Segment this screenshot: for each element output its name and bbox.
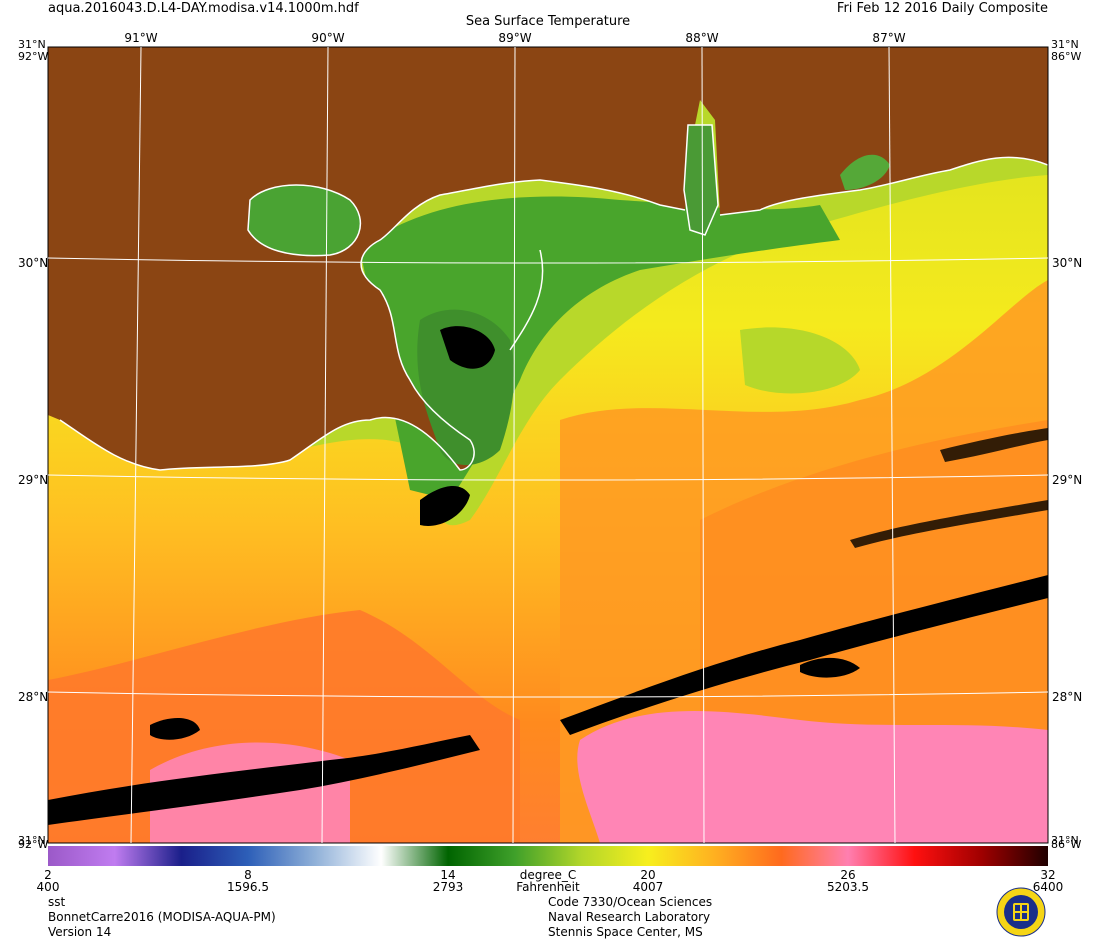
cloud-streak-east (850, 500, 1048, 548)
graticule (47, 46, 1049, 844)
temperature-colorbar (48, 846, 1048, 866)
parallel-29n (47, 474, 1049, 481)
lon-label-87w: 87°W (872, 31, 906, 45)
colorbar-unit-fahrenheit: Fahrenheit (516, 880, 580, 894)
mobile-bay (683, 124, 719, 236)
corner-bottom-left-lon: 92°W (18, 838, 49, 851)
navy-emblem-icon (996, 887, 1046, 937)
corner-top-right-lon: 86°W (1051, 50, 1082, 63)
colorbar-tick-c-2: 14 (440, 868, 456, 882)
org-location: Stennis Space Center, MS (548, 925, 703, 939)
meridian-91w (130, 46, 142, 844)
meridian-90w (321, 46, 329, 844)
colorbar-tick-f-1: 1596.5 (227, 880, 269, 894)
map-frame (47, 46, 1049, 844)
delta-cloud-tip (420, 485, 470, 526)
colorbar-tick-c-4: 26 (840, 868, 856, 882)
colorbar-tick-f-4: 5203.5 (827, 880, 869, 894)
lat-label-30n-left: 30°N (18, 256, 49, 270)
corner-bottom-right-lon: 86°W (1051, 838, 1082, 851)
lon-label-91w: 91°W (124, 31, 158, 45)
colorbar-tick-c-1: 8 (244, 868, 252, 882)
lat-label-30n-right: 30°N (1052, 256, 1083, 270)
lat-label-29n-right: 29°N (1052, 473, 1083, 487)
cloud-patch-south (800, 657, 860, 678)
cloud-patch-west (150, 718, 200, 740)
cool-eddy (740, 327, 860, 394)
lat-label-28n-left: 28°N (18, 690, 49, 704)
cloud-streak-northeast (940, 428, 1048, 462)
lon-label-89w: 89°W (498, 31, 532, 45)
cloud-band-southwest (48, 735, 480, 825)
org-name: Naval Research Laboratory (548, 910, 711, 924)
lat-label-28n-right: 28°N (1052, 690, 1083, 704)
lon-label-90w: 90°W (311, 31, 345, 45)
lat-label-29n-left: 29°N (18, 473, 49, 487)
corner-top-left-lon: 92°W (18, 50, 49, 63)
meridian-87w (888, 46, 896, 844)
colorbar-tick-f-0: 400 (36, 880, 60, 894)
colorbar-tick-c-5: 32 (1040, 868, 1056, 882)
colorbar-tick-f-3: 4007 (632, 880, 664, 894)
variable-label: sst (48, 895, 66, 909)
corner-bottom-right-lat: 31°N (1051, 834, 1079, 847)
delta-cloud-patch (440, 326, 495, 369)
land-mass (48, 47, 1048, 470)
pensacola-bay (840, 154, 890, 190)
file-name: aqua.2016043.D.L4-DAY.modisa.v14.1000m.h… (48, 1, 359, 16)
coastline (59, 156, 1048, 471)
meridian-88w (701, 46, 705, 844)
colorbar-tick-c-3: 20 (640, 868, 656, 882)
version-label: Version 14 (48, 925, 112, 939)
parallel-28n (47, 691, 1049, 698)
meridian-89w (512, 46, 516, 844)
warmest-water-region (577, 711, 1048, 843)
product-title: Sea Surface Temperature (465, 14, 631, 29)
colorbar-tick-c-0: 2 (44, 868, 52, 882)
corner-top-left-lat: 31°N (18, 38, 46, 51)
parallel-30n (47, 257, 1049, 264)
colorbar-tick-f-2: 2793 (432, 880, 464, 894)
cloud-band-east (560, 575, 1048, 735)
lon-label-88w: 88°W (685, 31, 719, 45)
dataset-label: BonnetCarre2016 (MODISA-AQUA-PM) (48, 910, 276, 924)
lake-pontchartrain (247, 184, 361, 257)
corner-top-right-lat: 31°N (1051, 38, 1079, 51)
org-code: Code 7330/Ocean Sciences (548, 895, 713, 909)
corner-bottom-left-lat: 31°N (18, 834, 46, 847)
chandeleur-islands (509, 249, 544, 351)
composite-date: Fri Feb 12 2016 Daily Composite (836, 1, 1048, 16)
colorbar-tick-f-5: 6400 (1032, 880, 1064, 894)
colorbar-unit-celsius: degree_C (519, 868, 577, 882)
sst-map (47, 46, 1049, 844)
